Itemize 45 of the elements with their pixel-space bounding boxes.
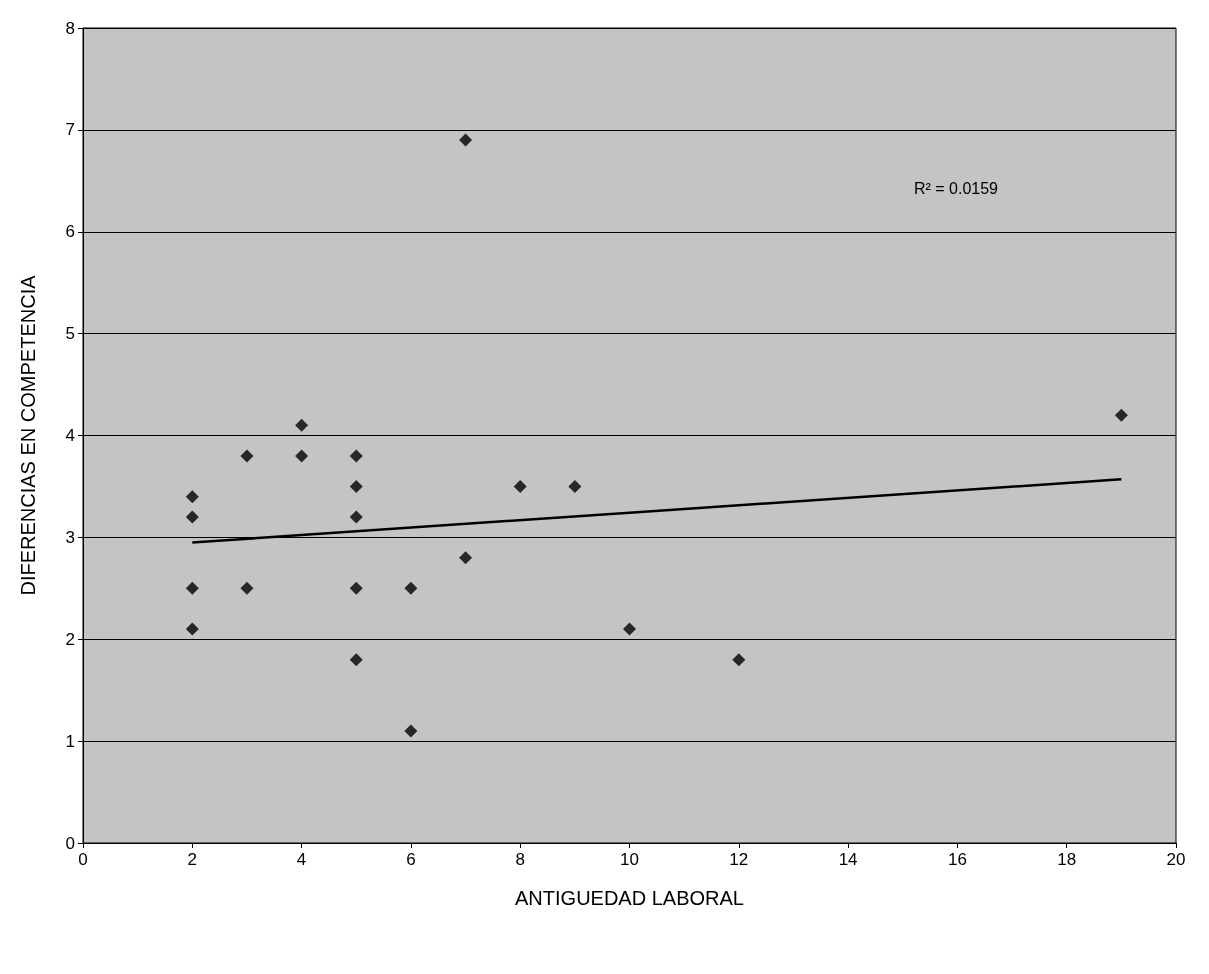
- y-axis-title: DIFERENCIAS EN COMPETENCIA: [17, 274, 39, 596]
- x-tick-label: 12: [729, 850, 749, 869]
- y-tick-label: 2: [65, 629, 75, 649]
- point: [185, 622, 199, 636]
- x-tick-label: 10: [620, 850, 639, 869]
- point: [240, 581, 254, 595]
- x-tick-label: 2: [187, 850, 198, 869]
- point: [295, 449, 309, 463]
- x-tick-label: 18: [1057, 850, 1077, 869]
- point: [185, 490, 199, 504]
- x-axis-title: ANTIGUEDAD LABORAL: [515, 887, 744, 909]
- y-tick-label: 6: [65, 222, 75, 242]
- point: [349, 449, 363, 463]
- point: [404, 581, 418, 595]
- x-tick-label: 16: [947, 850, 967, 869]
- y-tick-label: 3: [65, 527, 75, 547]
- annotation: R² = 0.0159: [913, 179, 999, 197]
- point: [349, 479, 363, 493]
- x-tick-label: 0: [78, 850, 88, 869]
- point: [240, 449, 254, 463]
- y-tick-label: 5: [65, 324, 75, 344]
- y-tick-label: 0: [65, 833, 75, 853]
- point: [623, 622, 636, 636]
- point: [459, 551, 473, 565]
- y-tick-label: 8: [65, 18, 75, 38]
- point: [404, 724, 418, 738]
- x-tick-label: 14: [838, 850, 858, 869]
- point: [185, 581, 199, 595]
- y-tick-label: 4: [65, 426, 75, 445]
- point: [513, 479, 527, 493]
- point: [185, 510, 199, 524]
- point: [568, 479, 582, 493]
- x-tick-label: 4: [296, 850, 307, 869]
- point: [295, 418, 309, 432]
- point: [349, 510, 363, 524]
- point: [459, 133, 473, 147]
- point: [732, 653, 746, 667]
- point: [349, 581, 363, 595]
- x-tick-label: 20: [1166, 850, 1186, 869]
- y-tick-label: 7: [65, 120, 75, 140]
- x-tick-label: 6: [406, 850, 416, 869]
- point: [349, 653, 363, 667]
- y-tick-label: 1: [65, 731, 75, 751]
- point: [1114, 408, 1128, 422]
- x-tick-label: 8: [515, 850, 525, 869]
